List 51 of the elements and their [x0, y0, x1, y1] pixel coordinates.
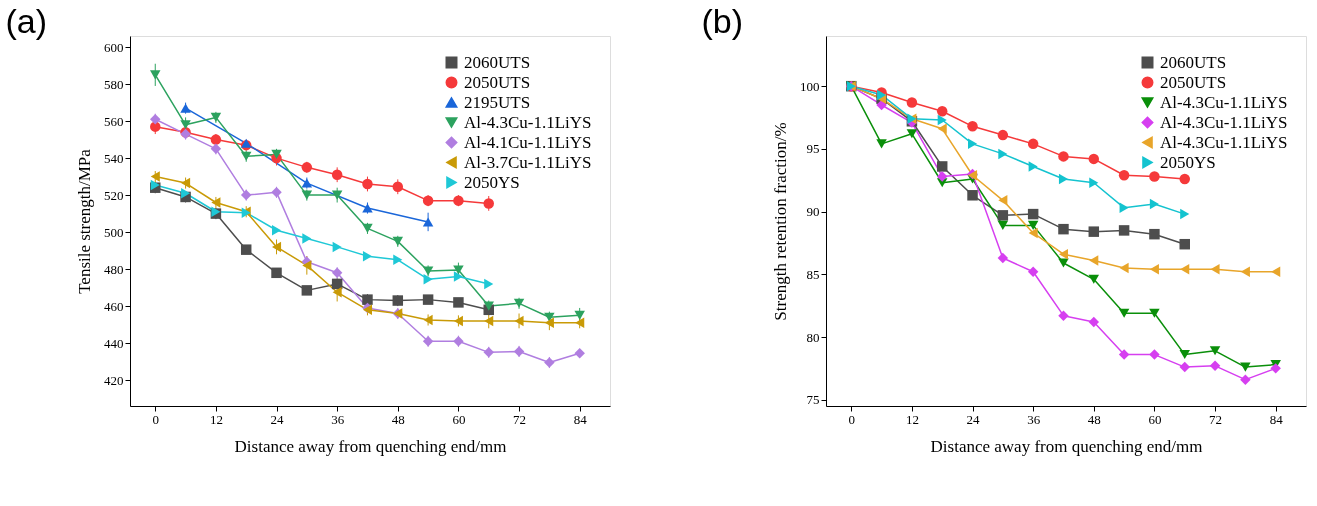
legend-label: 2060UTS [1160, 52, 1227, 72]
y-tick-label: 80 [806, 329, 820, 345]
x-tick-label: 12 [905, 411, 919, 427]
legend-label: Al-4.3Cu-1.1LiYS [464, 112, 592, 132]
y-tick-label: 560 [104, 113, 124, 129]
legend-label: Al-4.3Cu-1.1LiYS [1160, 132, 1288, 152]
x-tick-label: 0 [848, 411, 856, 427]
y-tick-label: 480 [104, 261, 124, 277]
x-tick-label: 0 [152, 411, 160, 427]
x-tick-label: 36 [1027, 411, 1041, 427]
x-axis-title: Distance away from quenching end/mm [930, 436, 1203, 456]
x-tick-label: 60 [1148, 411, 1162, 427]
y-tick-label: 520 [104, 187, 124, 203]
y-tick-label: 85 [806, 266, 820, 282]
y-tick-label: 100 [800, 78, 820, 94]
legend-label: Al-3.7Cu-1.1LiYS [464, 152, 592, 172]
legend-label: Al-4.1Cu-1.1LiYS [464, 132, 592, 152]
x-tick-label: 48 [1087, 411, 1101, 427]
legend-label: 2050YS [1160, 152, 1216, 172]
y-axis-title: Tensile strength/MPa [75, 148, 94, 294]
legend-label: 2195UTS [464, 92, 531, 112]
legend-label: 2050YS [464, 172, 520, 192]
y-tick-label: 600 [104, 39, 124, 55]
y-tick-label: 75 [806, 392, 820, 408]
chart-title: (a) [5, 2, 48, 40]
legend-label: Al-4.3Cu-1.1LiYS [1160, 92, 1288, 112]
y-tick-label: 540 [104, 150, 124, 166]
legend-label: 2060UTS [464, 52, 531, 72]
x-tick-label: 72 [513, 411, 527, 427]
x-tick-label: 60 [452, 411, 466, 427]
x-tick-label: 84 [1269, 411, 1284, 427]
y-tick-label: 95 [806, 141, 820, 157]
x-tick-label: 12 [209, 411, 223, 427]
chart-title: (b) [701, 2, 744, 40]
y-tick-label: 420 [104, 372, 124, 388]
y-axis-title: Strength retention fraction/% [771, 122, 790, 321]
y-tick-label: 460 [104, 298, 124, 314]
x-tick-label: 84 [573, 411, 588, 427]
x-tick-label: 24 [966, 411, 981, 427]
x-axis-title: Distance away from quenching end/mm [234, 436, 507, 456]
legend-label: Al-4.3Cu-1.1LiYS [1160, 112, 1288, 132]
y-tick-label: 90 [806, 204, 820, 220]
x-tick-label: 48 [391, 411, 405, 427]
y-tick-label: 500 [104, 224, 124, 240]
x-tick-label: 24 [270, 411, 285, 427]
x-tick-label: 36 [331, 411, 345, 427]
x-tick-label: 72 [1209, 411, 1223, 427]
legend-label: 2050UTS [464, 72, 531, 92]
y-tick-label: 440 [104, 335, 124, 351]
y-tick-label: 580 [104, 76, 124, 92]
legend-label: 2050UTS [1160, 72, 1227, 92]
